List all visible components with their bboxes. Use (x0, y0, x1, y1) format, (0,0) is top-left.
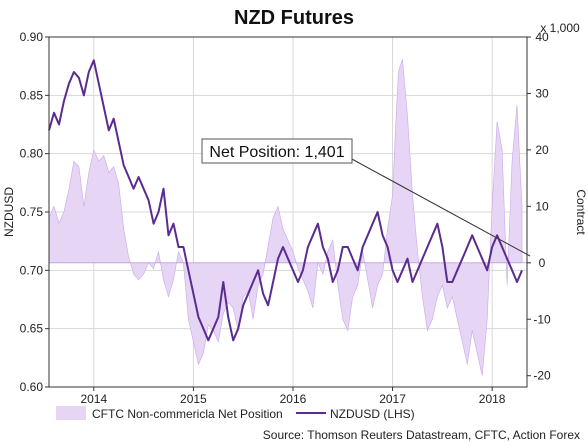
left-tick-label: 0.70 (20, 263, 44, 277)
annotation-box (201, 138, 353, 164)
annotation-text: Net Position: 1,401 (209, 144, 344, 161)
left-tick-label: 0.80 (20, 147, 44, 161)
left-tick-label: 0.90 (20, 30, 44, 44)
right-tick-label: 30 (535, 86, 549, 100)
left-tick-label: 0.60 (20, 380, 44, 394)
left-tick-label: 0.85 (20, 88, 44, 102)
right-tick-label: -20 (533, 369, 551, 383)
left-tick-label: 0.75 (20, 205, 44, 219)
chart-title: NZD Futures (234, 7, 354, 29)
source-note: Source: Thomson Reuters Datastream, CFTC… (263, 428, 580, 442)
legend-swatch-net-position (56, 406, 86, 420)
x-tick-label: 2014 (80, 392, 107, 406)
right-tick-label: 10 (535, 199, 549, 213)
legend: CFTC Non-commericla Net Position NZDUSD … (56, 406, 415, 421)
right-tick-label: 20 (535, 143, 549, 157)
series-area-net-position (48, 59, 523, 376)
net-position-area-layer (48, 59, 527, 376)
series-line-nzdusd (48, 59, 523, 342)
net-position-annotation: Net Position: 1,401 (201, 138, 531, 257)
left-tick-label: 0.65 (20, 322, 44, 336)
left-axis-ticks: 0.90 0.85 0.80 0.75 0.70 0.65 0.60 (20, 30, 49, 394)
right-tick-label: 40 (535, 30, 549, 44)
right-tick-label: 0 (539, 256, 546, 270)
right-axis-unit: x 1,000 (540, 21, 580, 35)
x-tick-label: 2017 (379, 392, 406, 406)
x-axis-ticks: 2014 2015 2016 2017 2018 (80, 387, 506, 406)
right-axis-ticks: 40 30 20 10 0 -10 -20 (527, 30, 551, 383)
legend-label-nzdusd: NZDUSD (LHS) (330, 407, 415, 421)
x-tick-label: 2018 (479, 392, 506, 406)
x-tick-label: 2016 (280, 392, 307, 406)
annotation-leader-line (349, 157, 531, 257)
left-axis-label: NZDUSD (2, 187, 16, 237)
right-axis-label: Contract (574, 189, 588, 235)
nzdusd-line-layer (48, 59, 523, 342)
x-tick-label: 2015 (180, 392, 207, 406)
legend-label-net-position: CFTC Non-commericla Net Position (92, 407, 283, 421)
right-tick-label: -10 (533, 312, 551, 326)
